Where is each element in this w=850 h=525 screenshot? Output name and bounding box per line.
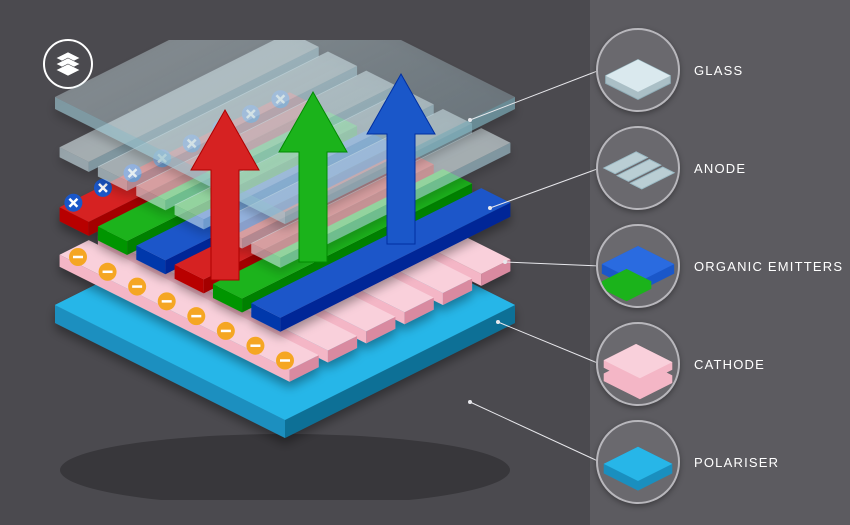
legend-row-glass: GLASS [590, 28, 850, 112]
exploded-layers-diagram [30, 40, 570, 500]
legend-label: GLASS [694, 63, 743, 78]
legend-label: CATHODE [694, 357, 765, 372]
swatch-emitters [596, 224, 680, 308]
swatch-anode [596, 126, 680, 210]
swatch-polariser [596, 420, 680, 504]
legend: GLASS ANODE ORGANIC EMITTERS [590, 28, 850, 518]
legend-label: ORGANIC EMITTERS [694, 259, 843, 274]
legend-label: ANODE [694, 161, 746, 176]
swatch-cathode [596, 322, 680, 406]
legend-row-emitters: ORGANIC EMITTERS [590, 224, 850, 308]
legend-row-polariser: POLARISER [590, 420, 850, 504]
legend-row-anode: ANODE [590, 126, 850, 210]
legend-label: POLARISER [694, 455, 779, 470]
swatch-glass [596, 28, 680, 112]
legend-row-cathode: CATHODE [590, 322, 850, 406]
